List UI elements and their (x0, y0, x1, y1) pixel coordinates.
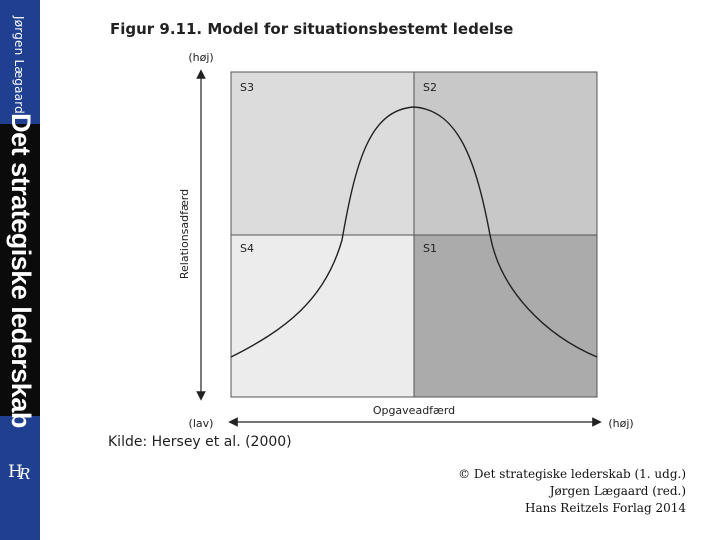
x-axis-label: Opgaveadfærd (373, 404, 455, 417)
svg-text:R: R (18, 465, 30, 483)
sidebar-title-band: Det strategiske lederskab (0, 113, 40, 427)
leadership-style-curve (230, 106, 598, 358)
quadrant-label-s4: S4 (240, 242, 254, 255)
sidebar: Jørgen Lægaard Det strategiske lederskab… (0, 0, 40, 540)
x-axis-low-label: (lav) (189, 417, 214, 430)
quadrant-s1 (413, 234, 598, 398)
copyright-line-2: Jørgen Lægaard (red.) (549, 484, 686, 498)
figure-title: Figur 9.11. Model for situationsbestemt … (110, 20, 514, 38)
y-axis-label: Relationsadfærd (178, 189, 191, 279)
copyright-block: © Det strategiske lederskab (1. udg.) Jø… (458, 466, 686, 517)
quadrant-label-s1: S1 (423, 242, 437, 255)
quadrant-s3 (230, 71, 415, 236)
publisher-logo-icon: H R (0, 452, 40, 488)
quadrant-s4 (230, 234, 415, 398)
copyright-line-1: © Det strategiske lederskab (1. udg.) (458, 467, 686, 481)
copyright-line-3: Hans Reitzels Forlag 2014 (524, 501, 686, 515)
svg-text:H: H (8, 462, 23, 482)
figure-source: Kilde: Hersey et al. (2000) (108, 434, 292, 450)
quadrant-s2 (413, 71, 598, 236)
quadrant-label-s2: S2 (423, 81, 437, 94)
quadrant-label-s3: S3 (240, 81, 254, 94)
x-axis-high-label: (høj) (608, 417, 633, 430)
y-axis-high-label: (høj) (188, 51, 213, 64)
